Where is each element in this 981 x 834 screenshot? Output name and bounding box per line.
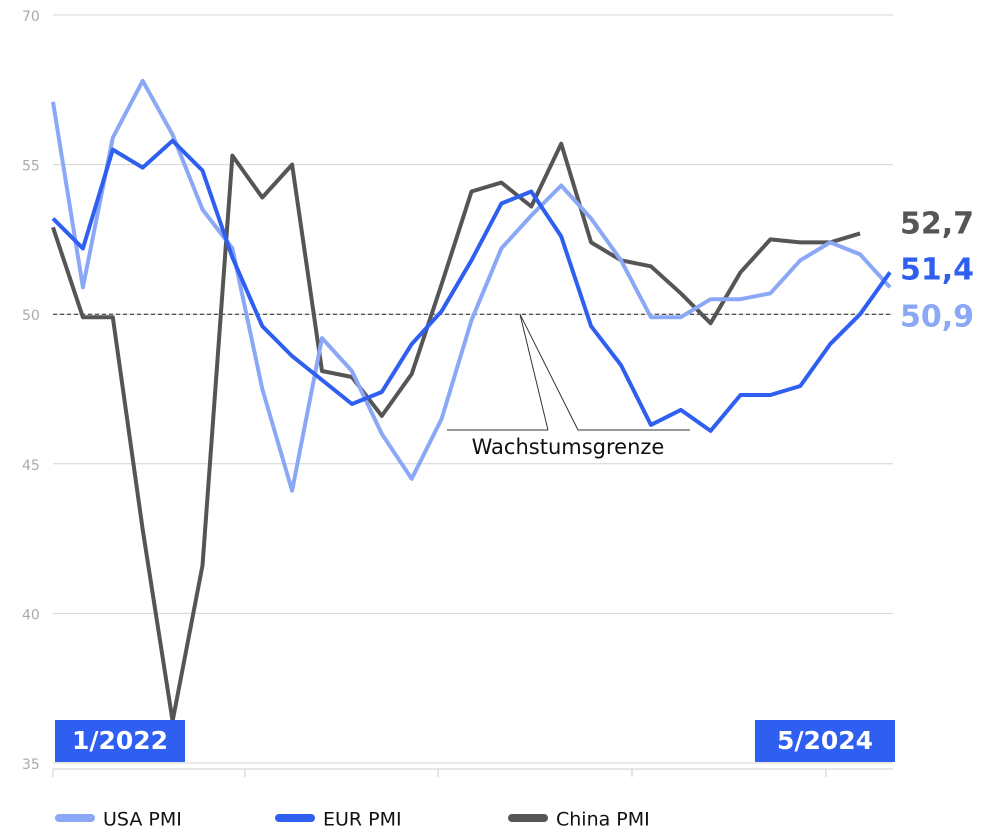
x-tick-label: 5/2024 — [777, 726, 873, 755]
annotation-line — [519, 314, 549, 431]
x-tick-label: 1/2022 — [72, 726, 168, 755]
line-series — [51, 78, 892, 493]
y-tick-label: 40 — [22, 607, 40, 623]
y-tick-label: 45 — [22, 458, 40, 474]
value-label: 52,7 — [900, 207, 974, 242]
annotation-line — [519, 313, 579, 431]
x-label-box — [55, 720, 185, 762]
legend-label: USA PMI — [103, 809, 182, 831]
value-label: 51,4 — [900, 253, 974, 288]
legend-label: China PMI — [556, 809, 650, 831]
legend-label: EUR PMI — [323, 809, 402, 831]
y-tick-label: 55 — [22, 159, 40, 175]
x-label-box — [755, 720, 895, 762]
annotation: Wachstumsgrenze — [472, 435, 665, 459]
y-tick-label: 50 — [22, 308, 40, 324]
value-label: 50,9 — [900, 300, 974, 335]
line-series — [51, 141, 861, 724]
y-tick-label: 35 — [22, 757, 40, 773]
y-tick-label: 70 — [22, 9, 40, 25]
line-series — [51, 138, 892, 433]
